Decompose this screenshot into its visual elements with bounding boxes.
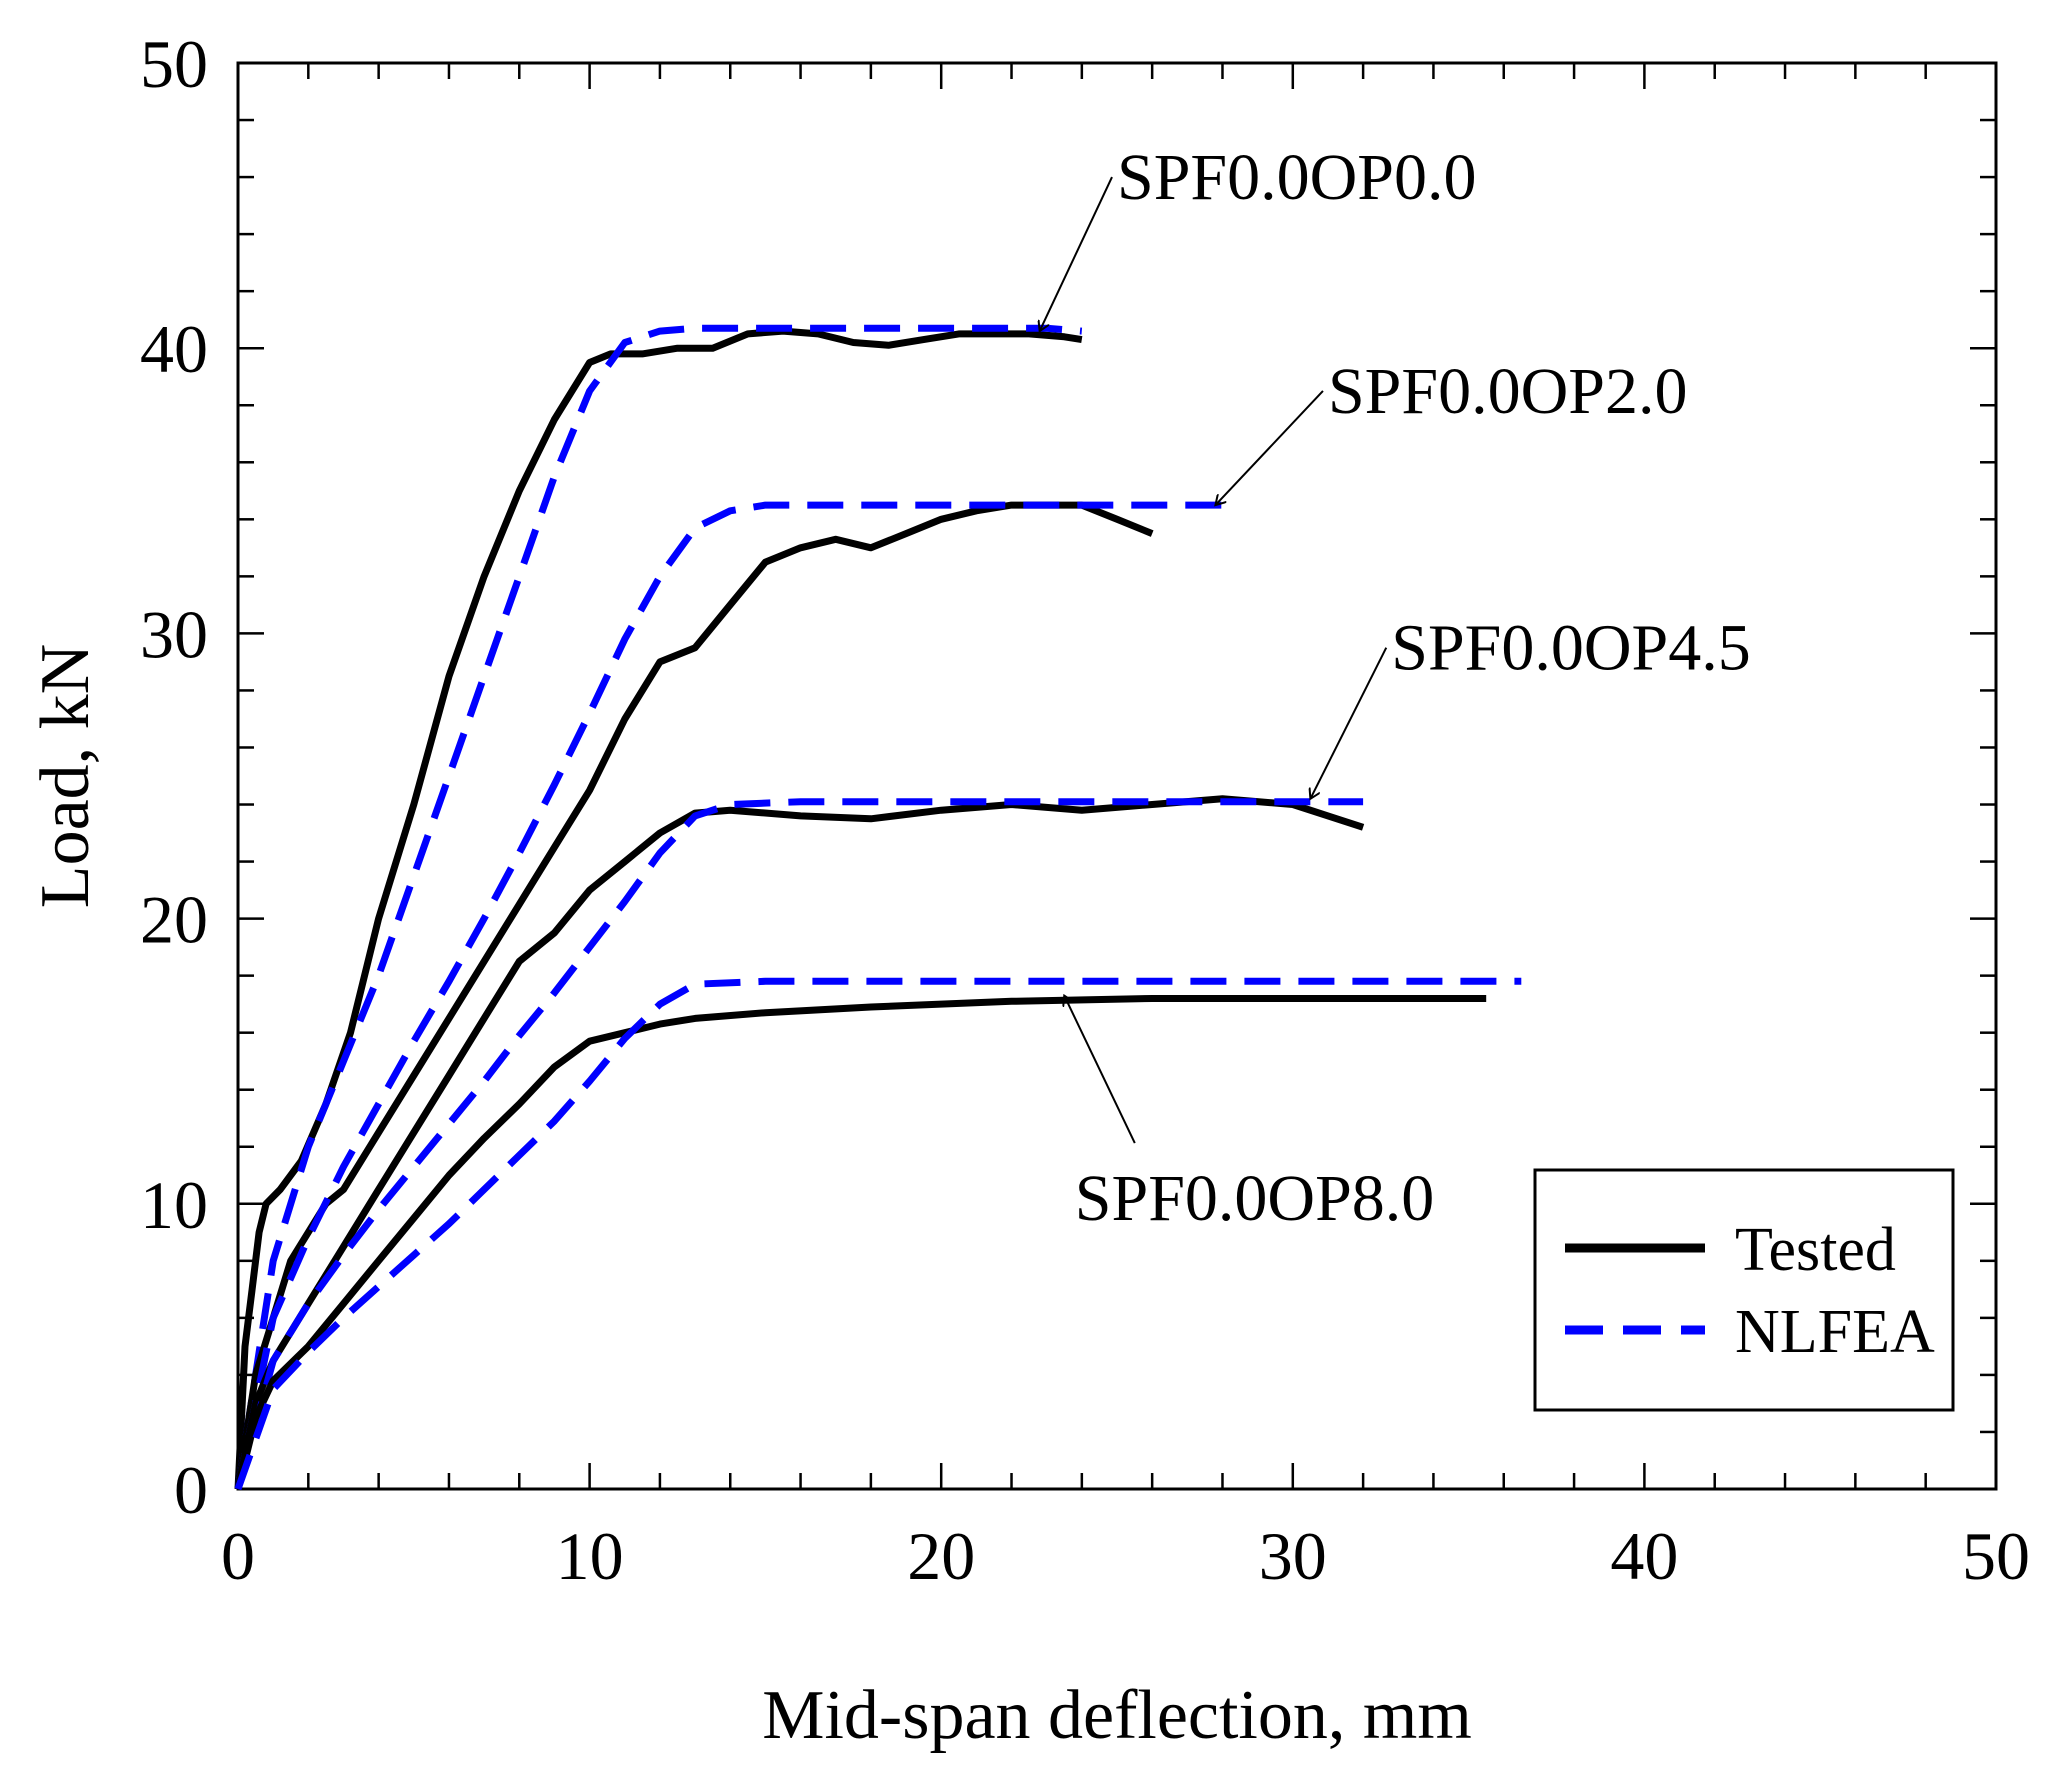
x-tick-label: 30 <box>1259 1518 1327 1594</box>
annotation-label: SPF0.0OP8.0 <box>1075 1162 1435 1235</box>
legend: Tested NLFEA <box>1533 1168 1955 1412</box>
series-spf0-0op4-5-nlfea <box>234 798 1364 1490</box>
y-axis-title: Load, kN <box>27 644 104 908</box>
x-tick-label: 50 <box>1962 1518 2030 1594</box>
legend-nlfea-label: NLFEA <box>1735 1298 1935 1366</box>
annotation-leader <box>1064 996 1136 1144</box>
annotation-label: SPF0.0OP4.5 <box>1391 612 1751 685</box>
series-spf0-0op8-0-nlfea <box>234 977 1522 1491</box>
annotation-label: SPF0.0OP0.0 <box>1117 141 1477 214</box>
series-spf0-0op2-0-tested <box>234 501 1154 1490</box>
series-layer <box>234 324 1522 1491</box>
legend-box <box>1533 1168 1955 1412</box>
y-tick-label: 10 <box>140 1167 208 1243</box>
y-tick-label: 30 <box>140 596 208 672</box>
y-tick-label: 40 <box>140 311 208 387</box>
annotation-leader <box>1215 390 1324 505</box>
plot-frame <box>236 61 1998 1491</box>
annotation-label: SPF0.0OP2.0 <box>1328 355 1688 428</box>
x-axis-title: Mid-span deflection, mm <box>762 1677 1472 1754</box>
x-tick-label: 0 <box>221 1518 255 1594</box>
series-spf0-0op8-0-tested <box>234 995 1487 1490</box>
y-tick-label: 20 <box>140 882 208 958</box>
y-tick-label: 50 <box>140 26 208 102</box>
series-spf0-0op0-0-nlfea <box>234 324 1083 1490</box>
tick-labels: 0 10 20 30 40 50 0 10 20 30 40 50 <box>140 26 2030 1594</box>
x-tick-label: 20 <box>907 1518 975 1594</box>
x-tick-label: 10 <box>556 1518 624 1594</box>
annotation-leader <box>1040 176 1113 331</box>
series-spf0-0op0-0-tested <box>234 327 1083 1490</box>
y-tick-label: 0 <box>174 1452 208 1528</box>
series-spf0-0op2-0-nlfea <box>234 501 1223 1490</box>
series-spf0-0op4-5-tested <box>234 795 1365 1490</box>
annotation-leader <box>1310 647 1388 799</box>
annotation-layer: SPF0.0OP0.0 SPF0.0OP2.0 SPF0.0OP4.5 SPF0.0O… <box>1040 141 1751 1235</box>
legend-tested-label: Tested <box>1735 1216 1896 1284</box>
x-tick-label: 40 <box>1610 1518 1678 1594</box>
